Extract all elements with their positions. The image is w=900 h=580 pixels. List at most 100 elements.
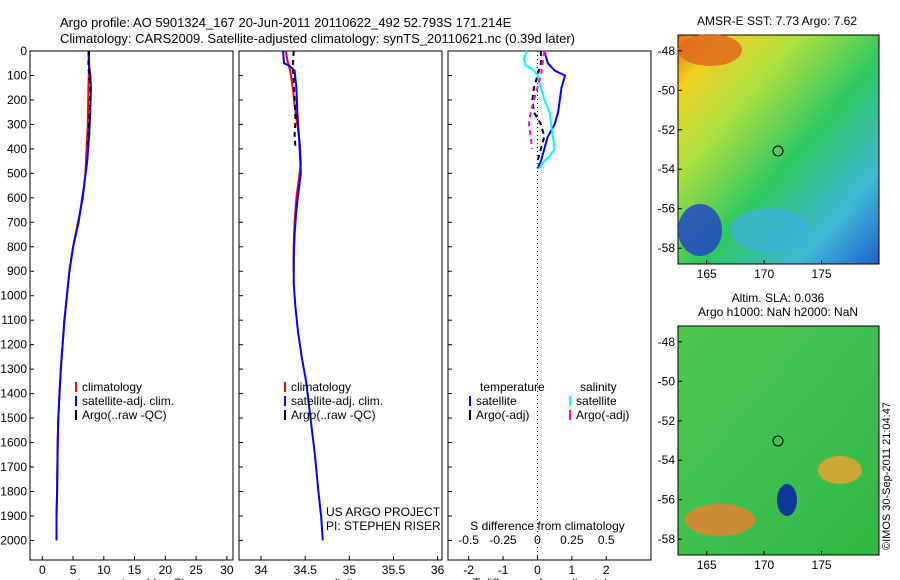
- x-tick-label: 34.5: [294, 563, 318, 577]
- x-axis-label: temperature (deg C): [77, 576, 185, 580]
- x-tick-label: 5: [70, 563, 77, 577]
- sla-map-title: Altim. SLA: 0.036: [732, 291, 825, 305]
- x-tick-label: 34: [254, 563, 268, 577]
- map-y-tick-label: -48: [658, 335, 676, 349]
- series-line: [282, 50, 324, 541]
- x-tick-label: 15: [128, 563, 142, 577]
- y-tick-label: 800: [7, 240, 27, 254]
- sst-map-title: AMSR-E SST: 7.73 Argo: 7.62: [697, 14, 857, 28]
- legend-label: satellite: [476, 394, 517, 408]
- legend-label: satellite-adj. clim.: [291, 394, 383, 408]
- pi-text: PI: STEPHEN RISER: [326, 519, 441, 533]
- profile-panels: 0 5 10 15 20 25 300100200300400500600700800900…: [0, 44, 652, 580]
- x-tick-label: 25: [189, 563, 203, 577]
- x-tick-label: 1: [569, 563, 576, 577]
- legend-label: climatology: [291, 380, 351, 394]
- legend-label: Argo(..raw -QC): [82, 408, 167, 422]
- y-tick-label: 700: [7, 215, 27, 229]
- y-tick-label: 1100: [1, 313, 27, 327]
- timestamp-stamp: ©IMOS 30-Sep-2011 21:04:47: [881, 402, 893, 550]
- x-tick-label: 35.5: [382, 563, 406, 577]
- x-tick-label: 10: [97, 563, 111, 577]
- y-tick-label: 600: [7, 191, 27, 205]
- map-x-tick-label: 170: [754, 267, 774, 281]
- x2-tick-label: -0.25: [489, 533, 517, 547]
- y-tick-label: 2000: [0, 533, 27, 547]
- y-tick-label: 1900: [0, 509, 27, 523]
- sst-cool-patch: [678, 204, 722, 256]
- map-y-tick-label: -50: [658, 374, 676, 388]
- x-tick-label: 2: [603, 563, 610, 577]
- x-axis-label: salinity: [322, 576, 359, 580]
- y-tick-label: 500: [7, 166, 27, 180]
- plot-frame: [29, 50, 234, 561]
- sla-argo-position: [772, 435, 784, 447]
- legend-label: climatology: [82, 380, 142, 394]
- x2-tick-label: -0.5: [458, 533, 479, 547]
- x-tick-label: 30: [220, 563, 234, 577]
- profile-panel-1: 0 5 10 15 20 25 300100200300400500600700800900…: [0, 44, 234, 580]
- x2-tick-label: 0.25: [560, 533, 584, 547]
- series-line: [55, 50, 92, 541]
- x-tick-label: -1: [498, 563, 509, 577]
- figure-title-line2: Climatology: CARS2009. Satellite-adjuste…: [60, 31, 575, 46]
- sst-warm-patch: [678, 34, 742, 66]
- y-tick-label: 0: [20, 44, 27, 58]
- legend-label: Argo(-adj): [576, 408, 629, 422]
- sla-high-patch-2: [818, 456, 862, 484]
- y-tick-label: 1800: [0, 484, 27, 498]
- series-line: [86, 50, 92, 149]
- y-tick-label: 1500: [0, 411, 27, 425]
- legend-label: Argo(..raw -QC): [291, 408, 376, 422]
- y-tick-label: 300: [7, 117, 27, 131]
- sla-map-subtitle: Argo h1000: NaN h2000: NaN: [698, 305, 858, 319]
- legend-label: satellite-adj. clim.: [82, 394, 174, 408]
- x-tick-label: 36: [431, 563, 445, 577]
- map-y-tick-label: -52: [658, 123, 676, 137]
- sst-argo-position: [772, 145, 784, 157]
- map-y-tick-label: -58: [658, 241, 676, 255]
- map-y-tick-label: -56: [658, 493, 676, 507]
- map-x-tick-label: 165: [697, 558, 717, 572]
- plot-frame: [238, 50, 443, 561]
- legend-header: temperature: [480, 380, 545, 394]
- map-y-tick-label: -52: [658, 414, 676, 428]
- x2-tick-label: 0.5: [598, 533, 615, 547]
- series-line: [536, 50, 567, 169]
- sst-map-axes: 165 170 175 -48 -50 -52 -54 -56 -58: [658, 44, 832, 281]
- sla-map-axes: 165 170 175 -48 -50 -52 -54 -56 -58: [658, 335, 832, 572]
- y-tick-label: 400: [7, 142, 27, 156]
- x-tick-label: 0: [39, 563, 46, 577]
- y-tick-label: 200: [7, 93, 27, 107]
- map-y-tick-label: -54: [658, 162, 676, 176]
- y-tick-label: 1300: [0, 362, 27, 376]
- series-line: [522, 50, 556, 170]
- y-tick-label: 1400: [0, 387, 27, 401]
- sst-cool-patch-2: [730, 208, 810, 252]
- x-tick-label: 20: [159, 563, 173, 577]
- y-tick-label: 900: [7, 264, 27, 278]
- sst-map: AMSR-E SST: 7.73 Argo: 7.62 165 170 175 -48…: [658, 14, 880, 281]
- x-tick-label: 0: [534, 563, 541, 577]
- map-x-tick-label: 165: [697, 267, 717, 281]
- y-tick-label: 100: [7, 68, 27, 82]
- y-tick-label: 1700: [0, 460, 27, 474]
- legend-label: satellite: [576, 394, 617, 408]
- sla-map: Altim. SLA: 0.036 Argo h1000: NaN h2000:…: [658, 291, 880, 572]
- map-y-tick-label: -58: [658, 532, 676, 546]
- map-y-tick-label: -56: [658, 202, 676, 216]
- profile-panel-3: -2 -1 0 1 2T difference from climatology -0.5…: [447, 50, 652, 580]
- sla-low-patch: [777, 484, 797, 516]
- series-line: [291, 50, 297, 149]
- x-tick-label: 35: [343, 563, 357, 577]
- map-x-tick-label: 175: [812, 267, 832, 281]
- credit-text: US ARGO PROJECT: [326, 505, 441, 519]
- plot-frame: [447, 50, 652, 561]
- legend-label: Argo(-adj): [476, 408, 529, 422]
- y-tick-label: 1600: [0, 436, 27, 450]
- map-y-tick-label: -54: [658, 453, 676, 467]
- x2-axis-label: S difference from climatology: [470, 519, 625, 533]
- map-y-tick-label: -50: [658, 83, 676, 97]
- legend-header: salinity: [580, 380, 617, 394]
